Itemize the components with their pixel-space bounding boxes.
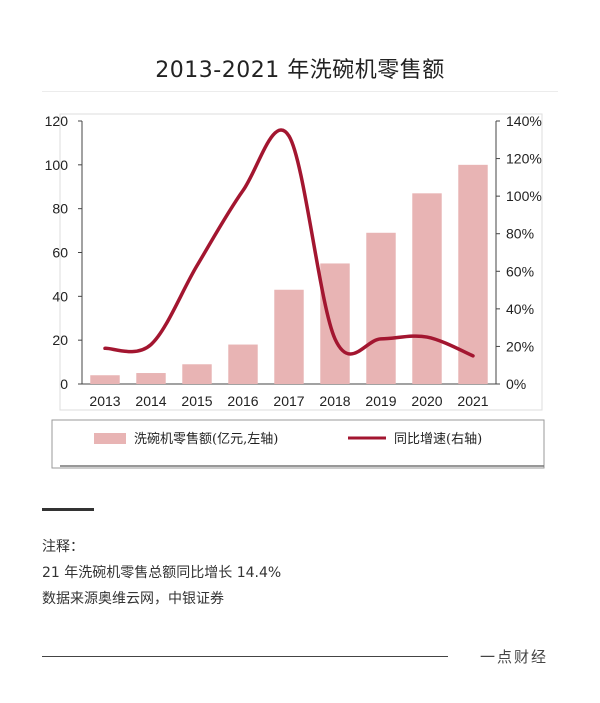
footer-brand: 一点财经: [480, 648, 549, 666]
legend-bar-label: 洗碗机零售额(亿元,左轴): [134, 431, 278, 447]
x-axis-tick-label: 2018: [319, 393, 350, 409]
left-axis-tick-label: 20: [52, 332, 68, 348]
bar-2019: [366, 232, 396, 384]
right-axis-tick-label: 80%: [506, 226, 534, 242]
x-axis-tick-label: 2013: [89, 393, 120, 409]
right-axis-tick-label: 140%: [506, 113, 542, 129]
bar-2017: [274, 289, 304, 384]
right-axis-tick-label: 120%: [506, 151, 542, 167]
x-axis-tick-label: 2020: [411, 393, 442, 409]
bar-2021: [458, 164, 488, 384]
notes-label: 注释：: [42, 539, 84, 555]
x-axis-tick-label: 2017: [273, 393, 304, 409]
bar-2018: [320, 263, 350, 384]
notes-source: 数据来源奥维云网，中银证券: [42, 591, 224, 607]
notes-block: 注释： 21 年洗碗机零售总额同比增长 14.4% 数据来源奥维云网，中银证券: [42, 534, 281, 612]
legend-box: [51, 419, 545, 469]
bar-2016: [228, 344, 258, 384]
right-axis-tick-label: 100%: [506, 188, 542, 204]
left-axis-tick-label: 60: [52, 245, 68, 261]
x-axis-tick-label: 2014: [135, 393, 166, 409]
left-axis-tick-label: 100: [45, 157, 69, 173]
x-axis-tick-label: 2021: [457, 393, 488, 409]
legend-bar-swatch: [94, 433, 126, 444]
left-axis-tick-label: 80: [52, 201, 68, 217]
retail-sales-chart: 0 20 40 60 80 100 120 0% 20% 40% 60% 80% 100% 120% 140…: [45, 113, 545, 469]
bar-2015: [182, 364, 212, 384]
notes-divider: [42, 508, 94, 511]
notes-growth: 21 年洗碗机零售总额同比增长 14.4%: [42, 565, 282, 581]
legend-line-label: 同比增速(右轴): [394, 432, 482, 447]
bar-2020: [412, 193, 442, 384]
bar-2013: [90, 375, 120, 384]
left-axis-tick-label: 120: [45, 113, 69, 129]
right-axis-tick-label: 20%: [506, 338, 534, 354]
right-axis-tick-label: 60%: [506, 263, 534, 279]
right-axis-tick-label: 40%: [506, 301, 534, 317]
chart-title: 2013-2021 年洗碗机零售额: [155, 58, 445, 83]
left-axis-tick-label: 40: [52, 288, 68, 304]
bar-2014: [136, 373, 166, 384]
footer-divider: [42, 656, 448, 657]
x-axis-tick-label: 2019: [365, 393, 396, 409]
x-axis-tick-label: 2015: [181, 393, 212, 409]
right-axis-tick-label: 0%: [506, 376, 526, 392]
left-axis-tick-label: 0: [60, 376, 68, 392]
x-axis-tick-label: 2016: [227, 393, 258, 409]
title-divider: [42, 91, 558, 92]
